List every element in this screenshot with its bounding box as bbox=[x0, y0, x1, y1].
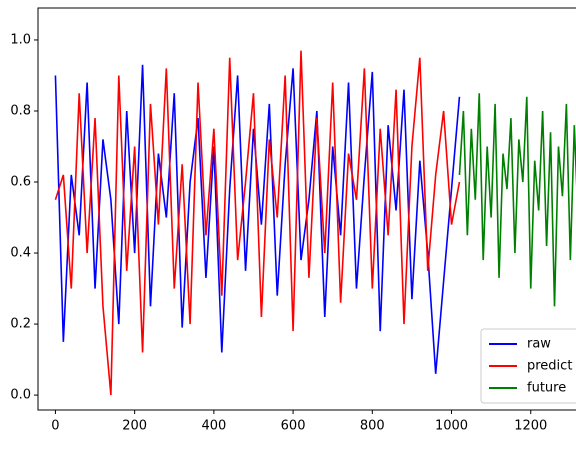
x-tick-label: 200 bbox=[122, 419, 147, 434]
x-tick-label: 0 bbox=[51, 419, 59, 434]
y-tick-label: 0.6 bbox=[10, 175, 31, 190]
legend-label: raw bbox=[527, 337, 551, 352]
legend-box bbox=[480, 328, 576, 404]
y-tick-label: 0.0 bbox=[10, 388, 31, 403]
x-tick-label: 800 bbox=[360, 419, 385, 434]
data-line bbox=[54, 50, 461, 396]
y-tick-label: 0.2 bbox=[10, 317, 31, 332]
legend-label: predict bbox=[527, 359, 572, 374]
legend-label: future bbox=[527, 381, 566, 396]
data-line bbox=[458, 93, 576, 307]
x-tick-label: 400 bbox=[201, 419, 226, 434]
axes-frame bbox=[37, 7, 576, 411]
x-tick-label: 1000 bbox=[435, 419, 468, 434]
y-tick-label: 0.4 bbox=[10, 246, 31, 261]
y-tick-label: 0.8 bbox=[10, 103, 31, 118]
y-tick-label: 1.0 bbox=[10, 32, 31, 47]
x-tick-label: 600 bbox=[281, 419, 306, 434]
x-tick-label: 1200 bbox=[514, 419, 547, 434]
